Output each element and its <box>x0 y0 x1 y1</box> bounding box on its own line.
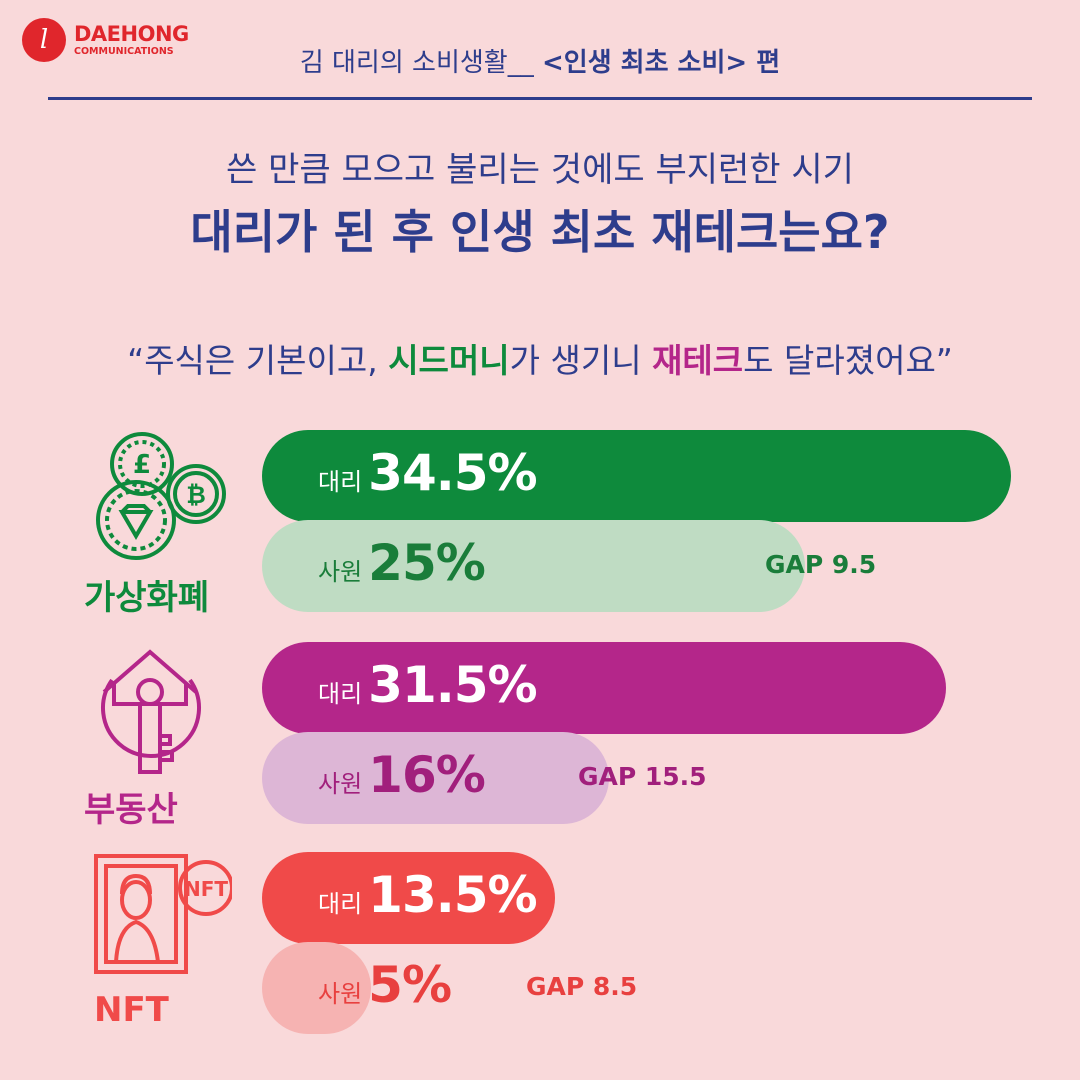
house-key-icon <box>101 649 201 774</box>
quote-close: 도 달라졌어요” <box>743 341 953 380</box>
series-label: 대리 <box>318 468 363 496</box>
series-label: 사원 <box>318 980 363 1008</box>
header-title-normal: 김 대리의 소비생활__ <box>299 48 534 78</box>
bar-text-crypto-1: 사원 25% <box>318 534 486 592</box>
quote-highlight-investment: 재테크 <box>652 341 744 380</box>
quote: “주식은 기본이고, 시드머니가 생기니 재테크도 달라졌어요” <box>0 334 1080 382</box>
bar-text-realestate-1: 사원 16% <box>318 746 486 804</box>
page-title: 대리가 된 후 인생 최초 재테크는요? <box>190 205 890 259</box>
brand-logo: l DAEHONG COMMUNICATIONS <box>22 18 189 62</box>
gap-label-nft: GAP 8.5 <box>526 972 638 1001</box>
nft-painting-icon: NFT <box>94 854 232 974</box>
quote-mid: 가 생기니 <box>509 341 653 380</box>
svg-text:£: £ <box>133 450 151 480</box>
subtitle: 쓴 만큼 모으고 불리는 것에도 부지런한 시기 <box>226 150 854 190</box>
bar-text-realestate-0: 대리 31.5% <box>318 656 538 714</box>
data-label: 25% <box>368 534 486 592</box>
category-label-crypto: 가상화폐 <box>84 578 210 618</box>
gap-label-crypto: GAP 9.5 <box>765 550 877 579</box>
bar-text-crypto-0: 대리 34.5% <box>318 444 538 502</box>
bar-nft-assistant-manager <box>262 852 555 944</box>
bar-crypto-staff <box>262 520 805 612</box>
header-title: 김 대리의 소비생활__ <인생 최초 소비> 편 <box>0 42 1080 79</box>
data-label: 5% <box>368 956 452 1014</box>
bar-text-nft-0: 대리 13.5% <box>318 866 538 924</box>
quote-open: “주식은 기본이고, <box>127 341 389 380</box>
data-label: 31.5% <box>368 656 537 714</box>
series-label: 사원 <box>318 770 363 798</box>
data-label: 34.5% <box>368 444 537 502</box>
data-label: 16% <box>368 746 486 804</box>
bar-text-nft-1: 사원 5% <box>318 956 452 1014</box>
brand-sub: COMMUNICATIONS <box>74 45 174 57</box>
series-label: 사원 <box>318 558 363 586</box>
header-divider <box>48 97 1032 100</box>
svg-text:₿: ₿ <box>186 481 206 509</box>
svg-text:NFT: NFT <box>184 877 228 901</box>
crypto-coins-icon: £ ₿ <box>96 432 226 560</box>
brand-mark-icon: l <box>22 18 66 62</box>
bar-nft-staff <box>262 942 371 1034</box>
bar-realestate-staff <box>262 732 610 824</box>
category-label-realestate: 부동산 <box>84 790 178 830</box>
brand-name: DAEHONG <box>74 21 189 46</box>
bar-realestate-assistant-manager <box>262 642 946 734</box>
gap-label-realestate: GAP 15.5 <box>578 762 707 791</box>
series-label: 대리 <box>318 680 363 708</box>
bar-crypto-assistant-manager <box>262 430 1011 522</box>
data-label: 13.5% <box>368 866 537 924</box>
series-label: 대리 <box>318 890 363 918</box>
quote-highlight-seed-money: 시드머니 <box>388 341 510 380</box>
category-label-nft: NFT <box>94 990 169 1030</box>
header-title-bold: <인생 최초 소비> 편 <box>541 48 781 78</box>
